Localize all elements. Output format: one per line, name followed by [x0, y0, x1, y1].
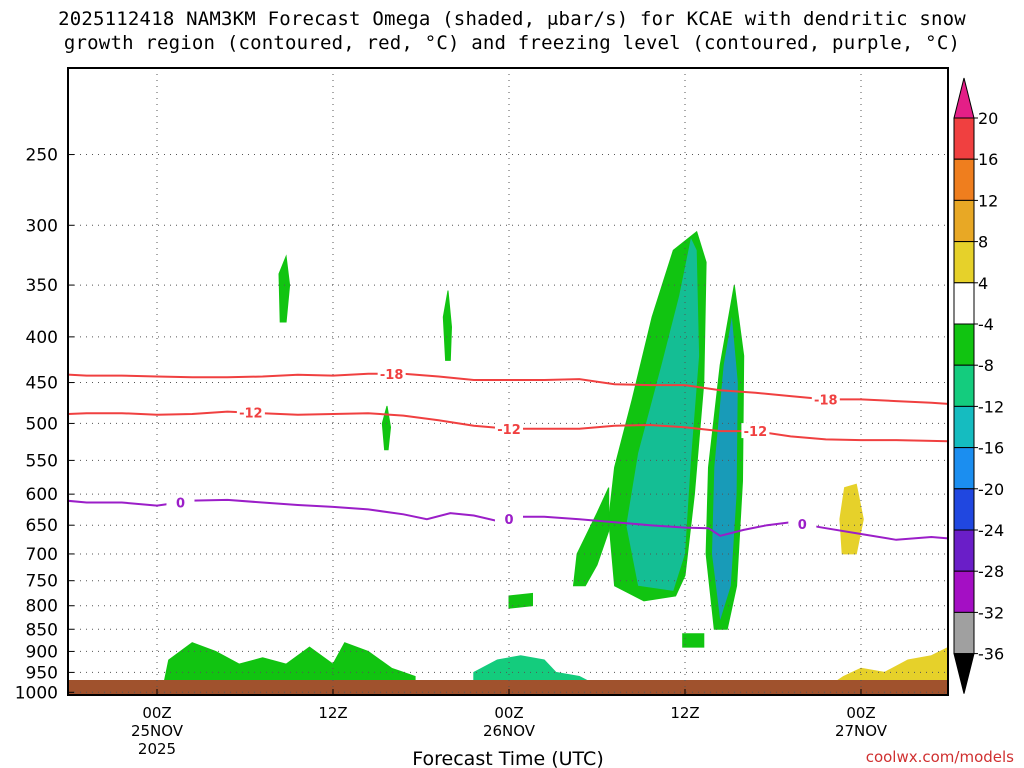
colorbar-label-11: -28: [978, 562, 1004, 581]
contour-label-2-2: 0: [798, 518, 807, 533]
y-tick-label-500: 500: [26, 414, 58, 434]
plot-frame: [67, 67, 949, 696]
contour-label-bg: [236, 404, 265, 420]
y-tick-label-550: 550: [26, 451, 58, 471]
colorbar-segment-7: [953, 364, 975, 407]
x-tick-date: 27NOV: [835, 722, 888, 740]
y-tick-label-350: 350: [26, 276, 58, 296]
x-tick-label: 12Z: [318, 704, 347, 722]
colorbar-segment-10: [953, 488, 975, 531]
contour-label-bg: [788, 516, 817, 532]
omega-shaded-extra-6: [508, 592, 533, 609]
chart-title-line-1: 2025112418 NAM3KM Forecast Omega (shaded…: [58, 8, 966, 30]
x-tick-label: 12Z: [670, 704, 699, 722]
chart-title-line-2: growth region (contoured, red, °C) and f…: [63, 32, 961, 54]
colorbar-segment-6: [953, 323, 975, 366]
x-axis-label: Forecast Time (UTC): [412, 748, 603, 768]
colorbar-label-8: -16: [978, 439, 1004, 458]
colorbar-label-10: -24: [978, 521, 1004, 540]
y-tick-label-450: 450: [26, 374, 58, 394]
colorbar-segment-12: [953, 570, 975, 613]
contour-label-bg: [811, 391, 840, 407]
colorbar-label-7: -12: [978, 397, 1004, 416]
contour-label-bg: [495, 510, 523, 526]
contour-label-2-1: 0: [504, 513, 513, 528]
y-tick-label-600: 600: [26, 485, 58, 505]
colorbar-label-9: -20: [978, 480, 1004, 499]
x-tick-label: 00Z: [846, 704, 875, 722]
y-tick-label-700: 700: [26, 545, 58, 565]
colorbar-label-12: -32: [978, 603, 1004, 622]
y-tick-label-250: 250: [26, 146, 58, 166]
omega-core-2: [626, 238, 700, 591]
colorbar-bottom-arrow: [953, 653, 975, 694]
x-tick-date: 25NOV: [131, 722, 184, 740]
contour-label-bg: [495, 420, 523, 436]
colorbar-segment-3: [953, 199, 975, 243]
y-tick-label-900: 900: [26, 642, 58, 662]
omega-shaded-extra-9: [839, 483, 864, 555]
y-tick-label-1000: 1000: [15, 683, 58, 703]
source-credit[interactable]: coolwx.com/models: [865, 748, 1014, 766]
colorbar: 20 16 12 8 4 -4 -8 -12 -16 -20 -24 -28 -32 -36: [953, 77, 1004, 694]
colorbar-label-4: 4: [978, 274, 988, 293]
omega-shaded-extra-5: [381, 405, 392, 451]
contour-line-1: [68, 410, 948, 443]
colorbar-segment-2: [953, 158, 975, 201]
omega-shaded-region-4: [824, 647, 948, 689]
colorbar-label-0: 20: [978, 109, 998, 128]
contour-label-2-0: 0: [176, 496, 185, 511]
y-tick-label-650: 650: [26, 516, 58, 536]
omega-shaded-extra-4: [442, 290, 453, 361]
x-tick-year: 2025: [138, 740, 176, 758]
colorbar-label-1: 16: [978, 150, 998, 169]
colorbar-segment-4: [953, 241, 975, 284]
contour-label-1-2: -12: [744, 425, 768, 440]
colorbar-segment-13: [953, 611, 975, 655]
contour-label-bg: [377, 365, 406, 381]
colorbar-label-2: 12: [978, 191, 998, 210]
contour-label-1-1: -12: [497, 423, 521, 438]
x-tick-label: 00Z: [142, 704, 171, 722]
colorbar-label-6: -8: [978, 356, 994, 375]
omega-shaded-extra-3: [278, 254, 291, 323]
axes: 2503003504004505005506006507007508008509…: [15, 67, 949, 768]
colorbar-segment-1: [953, 117, 975, 160]
omega-core-3: [712, 317, 738, 620]
colorbar-segment-5: [953, 282, 975, 325]
omega-shaded-extra-7: [682, 633, 705, 648]
contour-label-bg: [741, 423, 770, 439]
colorbar-label-13: -36: [978, 645, 1004, 664]
contour-label-bg: [166, 494, 195, 510]
contour-line-0: [68, 372, 948, 405]
colorbar-segment-9: [953, 447, 975, 490]
omega-shaded-region-0: [162, 642, 416, 689]
omega-shaded-extra-2: [572, 487, 610, 587]
x-tick-label: 00Z: [494, 704, 523, 722]
y-tick-label-950: 950: [26, 663, 58, 683]
colorbar-segment-11: [953, 529, 975, 572]
x-tick-date: 26NOV: [483, 722, 536, 740]
y-tick-label-300: 300: [26, 216, 58, 236]
colorbar-label-3: 8: [978, 233, 988, 252]
colorbar-top-arrow: [953, 77, 975, 119]
y-tick-label-400: 400: [26, 328, 58, 348]
ground-surface: [68, 680, 948, 695]
y-tick-label-850: 850: [26, 620, 58, 640]
contour-label-0-2: -18: [814, 393, 838, 408]
contour-label-1-0: -12: [239, 407, 263, 422]
y-tick-label-750: 750: [26, 572, 58, 592]
contour-label-0-1: -18: [380, 368, 404, 383]
colorbar-segment-8: [953, 405, 975, 449]
colorbar-label-5: -4: [978, 315, 994, 334]
y-tick-label-800: 800: [26, 597, 58, 617]
